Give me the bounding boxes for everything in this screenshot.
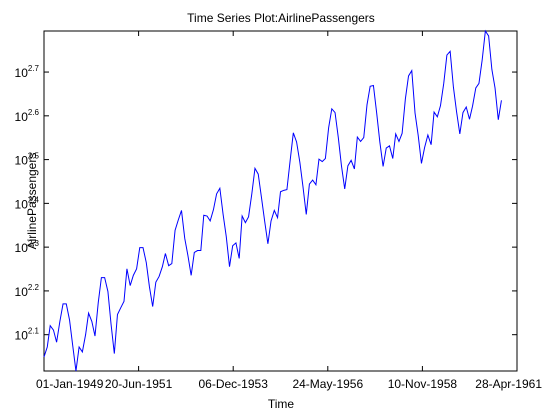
x-axis-label: Time [268,397,295,411]
x-axis: 01-Jan-1949 20-Jun-1951 06-Dec-1953 24-May-… [36,31,542,391]
x-tick-label: 10-Nov-1958 [388,377,458,391]
y-tick-label: 102.1 [15,327,40,343]
y-tick-label: 102.3 [15,239,40,255]
chart-title: Time Series Plot:AirlinePassengers [187,11,375,25]
y-axis-label: AirlinePassengers [25,153,39,250]
y-tick-label: 102.4 [15,195,40,211]
y-tick-label: 102.6 [15,108,40,124]
plot-area [43,30,518,372]
x-tick-label: 06-Dec-1953 [199,377,269,391]
y-axis: 102.1 102.2 102.3 102.4 102.5 102.6 102.7 [15,64,517,343]
y-tick-label: 102.7 [15,64,40,80]
x-tick-label: 20-Jun-1951 [105,377,173,391]
x-tick-label: 28-Apr-1961 [475,377,542,391]
x-tick-label: 24-May-1956 [292,377,363,391]
series-line-airline-passengers [43,29,502,372]
x-tick-label: 01-Jan-1949 [36,377,104,391]
y-tick-label: 102.5 [15,152,40,168]
y-tick-label: 102.2 [15,283,40,299]
